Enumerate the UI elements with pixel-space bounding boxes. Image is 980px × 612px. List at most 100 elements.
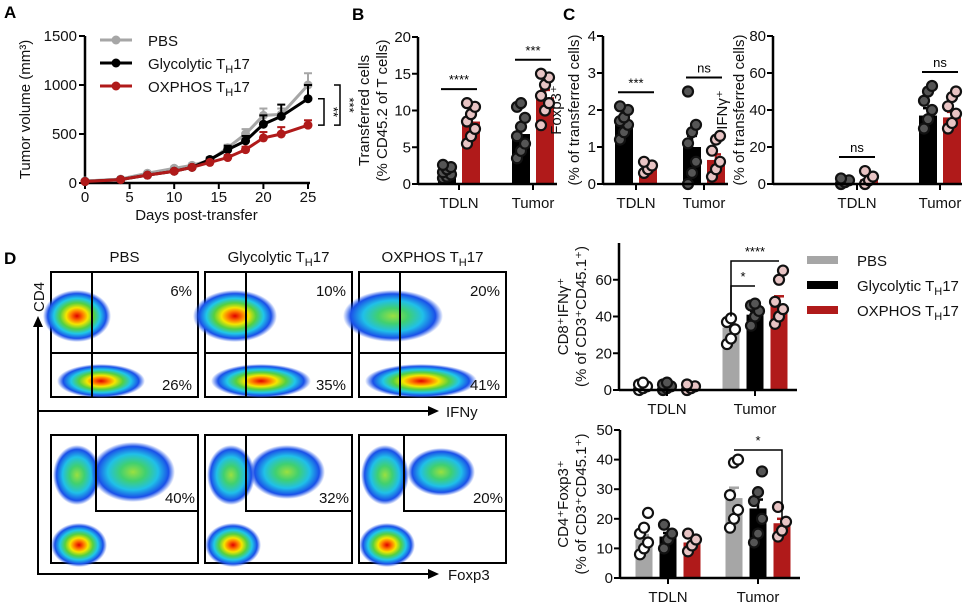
y-tick-label: 2 xyxy=(588,102,596,119)
category-label: Tumor xyxy=(512,195,555,212)
x-tick-label: 5 xyxy=(125,189,133,206)
arrowhead-up-icon xyxy=(33,316,43,327)
y-tick-label: 20 xyxy=(595,345,612,362)
data-point xyxy=(779,515,793,528)
density-population xyxy=(53,445,101,505)
data-point xyxy=(689,118,703,131)
data-point xyxy=(534,89,548,102)
data-point xyxy=(728,323,742,336)
category-label: TDLN xyxy=(837,195,876,212)
data-point xyxy=(685,166,699,179)
arrowhead-right-icon xyxy=(428,406,439,416)
x-tick-label: 10 xyxy=(166,189,183,206)
label-part: 17 xyxy=(313,249,330,266)
data-point xyxy=(771,500,785,514)
legend-swatch xyxy=(807,256,838,264)
flow-column-title: Glycolytic TH17 xyxy=(228,249,330,269)
y-axis-label: Foxp3⁺ xyxy=(548,85,565,135)
density-population xyxy=(365,364,477,398)
legend-label: PBS xyxy=(148,33,178,50)
density-population xyxy=(57,364,145,398)
subscript-h: H xyxy=(225,87,233,99)
data-point xyxy=(80,177,90,187)
x-axis-label: Days post-transfer xyxy=(135,207,258,224)
data-point xyxy=(681,527,695,540)
data-point xyxy=(713,155,727,168)
data-point xyxy=(641,506,655,519)
data-point xyxy=(731,503,745,517)
legend-swatch xyxy=(807,281,838,289)
y-tick-label: 40 xyxy=(596,452,613,469)
y-axis-label: (% of CD3⁺CD45.1⁺) xyxy=(573,434,590,575)
significance-bracket xyxy=(730,260,779,317)
data-point xyxy=(303,120,313,130)
label-part: OXPHOS T xyxy=(857,303,934,320)
data-point xyxy=(866,170,880,183)
legend-label: Glycolytic TH17 xyxy=(857,278,959,298)
data-point xyxy=(460,97,474,110)
label-part: 17 xyxy=(467,249,484,266)
category-label: TDLN xyxy=(439,195,478,212)
density-population xyxy=(51,523,107,567)
y-tick-label: 0 xyxy=(604,382,612,399)
y-tick-label: 0 xyxy=(588,176,596,193)
y-tick-label: 0 xyxy=(758,176,766,193)
significance-label: ns xyxy=(933,55,947,70)
quadrant-percentage: 20% xyxy=(470,283,500,300)
data-point xyxy=(680,378,694,391)
y-tick-label: 20 xyxy=(394,29,411,46)
y-tick-label: 5 xyxy=(403,139,411,156)
data-point xyxy=(705,144,719,157)
quadrant-percentage: 6% xyxy=(170,283,192,300)
density-population xyxy=(343,290,443,342)
category-label: TDLN xyxy=(648,589,687,606)
data-point xyxy=(689,533,703,546)
data-point xyxy=(925,103,939,117)
bar-tumor xyxy=(746,314,764,390)
foxp3-gate xyxy=(95,435,198,512)
data-point xyxy=(731,453,745,466)
series-line-2 xyxy=(84,123,309,184)
label-part: Glycolytic T xyxy=(148,56,225,73)
flow-column-title: OXPHOS TH17 xyxy=(382,249,484,269)
y-axis-label: IFNγ⁺ xyxy=(714,90,731,130)
cd4-axis-label: CD4 xyxy=(31,282,48,312)
data-point xyxy=(665,527,679,540)
density-population xyxy=(207,445,255,505)
foxp3-gate xyxy=(403,435,506,512)
data-point xyxy=(205,157,215,167)
y-tick-label: 20 xyxy=(749,139,766,156)
data-point xyxy=(657,518,671,531)
data-point xyxy=(641,536,655,549)
data-point xyxy=(713,129,727,142)
y-axis-label: (% CD45.2 of T cells) xyxy=(374,40,391,182)
gate-percentage: 40% xyxy=(165,490,195,507)
data-point xyxy=(755,465,769,478)
significance-label: **** xyxy=(745,244,765,259)
data-point xyxy=(660,376,674,389)
quadrant-percentage: 35% xyxy=(316,377,346,394)
data-point xyxy=(142,170,152,180)
arrowhead-right-icon xyxy=(428,569,439,579)
gate-percentage: 32% xyxy=(319,490,349,507)
data-point xyxy=(241,136,251,146)
data-point xyxy=(223,153,233,163)
data-point xyxy=(681,137,695,150)
category-label: Tumor xyxy=(919,195,962,212)
bar-tumor xyxy=(536,97,554,184)
label-part: Glycolytic T xyxy=(228,249,305,266)
significance-label: * xyxy=(755,433,760,448)
significance-bracket xyxy=(734,449,783,519)
density-population xyxy=(205,523,261,567)
subscript-h: H xyxy=(459,257,467,269)
quadrant-percentage: 26% xyxy=(162,377,192,394)
y-tick-label: 20 xyxy=(596,511,613,528)
category-label: TDLN xyxy=(616,195,655,212)
data-point xyxy=(518,111,532,124)
data-point xyxy=(776,264,790,277)
data-point xyxy=(751,486,765,499)
data-point xyxy=(681,85,695,98)
y-tick-label: 500 xyxy=(52,126,77,143)
data-point xyxy=(468,122,482,135)
ifng-axis-label: IFNy xyxy=(446,404,478,421)
